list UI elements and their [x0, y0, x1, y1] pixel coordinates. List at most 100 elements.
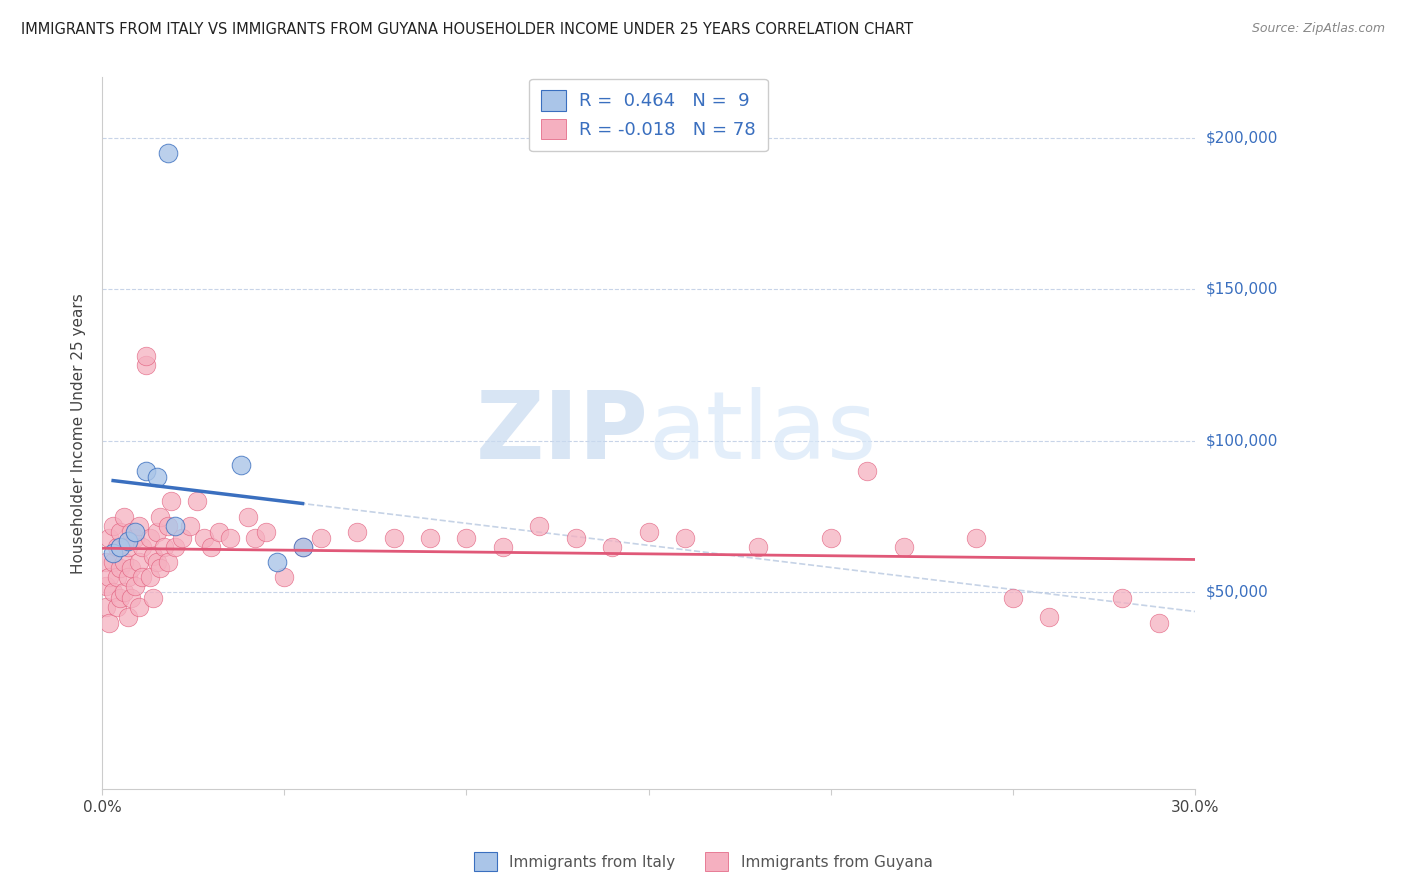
Point: [673, 531, 696, 545]
Text: $50,000: $50,000: [1206, 585, 1268, 599]
Point: [186, 494, 208, 508]
Point: [135, 358, 157, 372]
Point: [529, 518, 551, 533]
Text: $200,000: $200,000: [1206, 130, 1278, 145]
Point: [637, 524, 659, 539]
Point: [893, 540, 915, 554]
Point: [820, 531, 842, 545]
Text: Source: ZipAtlas.com: Source: ZipAtlas.com: [1251, 22, 1385, 36]
Point: [309, 531, 332, 545]
Text: ZIP: ZIP: [475, 387, 648, 479]
Point: [94, 555, 117, 569]
Point: [456, 531, 478, 545]
Point: [101, 546, 124, 560]
Point: [131, 570, 153, 584]
Point: [165, 540, 187, 554]
Point: [266, 555, 288, 569]
Point: [146, 470, 169, 484]
Point: [128, 518, 150, 533]
Point: [128, 600, 150, 615]
Legend: Immigrants from Italy, Immigrants from Guyana: Immigrants from Italy, Immigrants from G…: [467, 847, 939, 877]
Point: [112, 555, 135, 569]
Point: [419, 531, 441, 545]
Point: [112, 509, 135, 524]
Point: [156, 518, 179, 533]
Point: [94, 579, 117, 593]
Point: [142, 549, 165, 563]
Point: [98, 531, 121, 545]
Point: [105, 570, 128, 584]
Point: [138, 531, 160, 545]
Point: [131, 540, 153, 554]
Point: [1001, 591, 1024, 606]
Point: [179, 518, 201, 533]
Text: atlas: atlas: [648, 387, 877, 479]
Point: [156, 555, 179, 569]
Text: $150,000: $150,000: [1206, 282, 1278, 297]
Point: [117, 609, 139, 624]
Point: [492, 540, 515, 554]
Point: [135, 349, 157, 363]
Point: [101, 555, 124, 569]
Point: [149, 509, 172, 524]
Point: [1147, 615, 1170, 630]
Point: [193, 531, 215, 545]
Point: [117, 533, 139, 548]
Point: [105, 600, 128, 615]
Point: [110, 540, 132, 554]
Point: [101, 518, 124, 533]
Point: [172, 531, 194, 545]
Point: [101, 585, 124, 599]
Point: [110, 561, 132, 575]
Point: [218, 531, 240, 545]
Point: [146, 524, 169, 539]
Point: [236, 509, 259, 524]
Point: [245, 531, 267, 545]
Point: [105, 540, 128, 554]
Point: [128, 555, 150, 569]
Point: [856, 464, 879, 478]
Point: [112, 585, 135, 599]
Y-axis label: Householder Income Under 25 years: Householder Income Under 25 years: [72, 293, 86, 574]
Point: [94, 600, 117, 615]
Point: [254, 524, 277, 539]
Point: [382, 531, 405, 545]
Text: $100,000: $100,000: [1206, 434, 1278, 449]
Point: [156, 146, 179, 161]
Point: [208, 524, 231, 539]
Legend: R =  0.464   N =  9, R = -0.018   N = 78: R = 0.464 N = 9, R = -0.018 N = 78: [530, 78, 768, 151]
Point: [160, 494, 183, 508]
Point: [747, 540, 769, 554]
Point: [124, 524, 146, 539]
Point: [98, 615, 121, 630]
Point: [110, 524, 132, 539]
Point: [1038, 609, 1060, 624]
Point: [120, 591, 142, 606]
Point: [138, 570, 160, 584]
Point: [165, 518, 187, 533]
Point: [146, 555, 169, 569]
Point: [117, 540, 139, 554]
Point: [149, 561, 172, 575]
Point: [142, 591, 165, 606]
Point: [110, 591, 132, 606]
Point: [1111, 591, 1133, 606]
Point: [120, 561, 142, 575]
Point: [124, 531, 146, 545]
Point: [291, 540, 314, 554]
Point: [346, 524, 368, 539]
Point: [153, 540, 176, 554]
Point: [600, 540, 623, 554]
Point: [229, 458, 252, 472]
Point: [120, 524, 142, 539]
Point: [117, 570, 139, 584]
Point: [966, 531, 988, 545]
Point: [565, 531, 588, 545]
Point: [291, 540, 314, 554]
Point: [124, 579, 146, 593]
Text: IMMIGRANTS FROM ITALY VS IMMIGRANTS FROM GUYANA HOUSEHOLDER INCOME UNDER 25 YEAR: IMMIGRANTS FROM ITALY VS IMMIGRANTS FROM…: [21, 22, 914, 37]
Point: [135, 464, 157, 478]
Point: [273, 570, 295, 584]
Point: [98, 570, 121, 584]
Point: [200, 540, 222, 554]
